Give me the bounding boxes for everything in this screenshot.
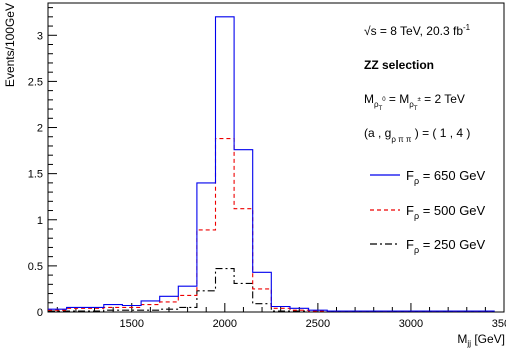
- coupling-close: ) = ( 1 , 4 ): [411, 126, 470, 140]
- x-axis-label-rest: [GeV]: [471, 332, 505, 346]
- energy-text: √s = 8 TeV, 20.3 fb: [364, 24, 463, 38]
- y-tick-label: 3: [37, 30, 43, 42]
- mass-m1: M: [364, 92, 374, 106]
- legend-650-main: F: [406, 168, 414, 183]
- mass-val: = 2 TeV: [421, 92, 465, 106]
- coupling-annotation: (a , gρ π π ) = ( 1 , 4 ): [364, 126, 470, 144]
- selection-annotation: ZZ selection: [364, 58, 434, 72]
- plot-frame: [47, 2, 505, 313]
- mass-annotation: MρT0 = MρT± = 2 TeV: [364, 92, 465, 112]
- mass-sup2: ±: [417, 97, 421, 103]
- x-tick-label: 3500: [492, 318, 506, 330]
- y-axis: 0 0.5 1 1.5 2 2.5 3: [28, 7, 57, 319]
- y-axis-label: Events/100GeV: [3, 3, 17, 87]
- legend-label-250: Fρ = 250 GeV: [406, 237, 486, 255]
- y-tick-label: 1: [37, 215, 43, 227]
- coupling-open: (a , g: [364, 126, 391, 140]
- x-tick-label: 2000: [213, 318, 237, 330]
- y-tick-label: 0: [37, 307, 43, 319]
- y-tick-label: 2.5: [28, 76, 43, 88]
- legend-label-500: Fρ = 500 GeV: [406, 203, 486, 221]
- series-solid-histogram: [48, 16, 495, 312]
- legend-250-rest: = 250 GeV: [419, 237, 485, 252]
- mass-subsub1: T: [379, 106, 383, 112]
- mass-sub1: ρ: [374, 100, 379, 109]
- legend: Fρ = 650 GeV Fρ = 500 GeV Fρ = 250 GeV: [370, 168, 486, 255]
- legend-650-sub: ρ: [414, 176, 419, 186]
- x-tick-label: 2500: [306, 318, 330, 330]
- legend-250-main: F: [406, 237, 414, 252]
- series-dashdot-histogram: [48, 268, 495, 313]
- energy-sup: -1: [463, 23, 471, 32]
- y-tick-label: 2: [37, 123, 43, 135]
- x-axis-label-main: M: [457, 332, 467, 346]
- energy-annotation: √s = 8 TeV, 20.3 fb-1: [364, 23, 471, 38]
- x-tick-label: 1500: [120, 318, 144, 330]
- mass-sup1: 0: [382, 97, 386, 103]
- legend-label-650: Fρ = 650 GeV: [406, 168, 486, 186]
- mass-eq: = M: [386, 92, 410, 106]
- x-tick-label: 3000: [399, 318, 423, 330]
- mass-subsub2: T: [414, 106, 418, 112]
- mass-sub2: ρ: [409, 100, 414, 109]
- legend-650-rest: = 650 GeV: [419, 168, 485, 183]
- x-axis-label-sub: jj: [466, 339, 471, 348]
- coupling-sub: ρ π π: [391, 135, 412, 144]
- legend-500-main: F: [406, 203, 414, 218]
- legend-500-rest: = 500 GeV: [419, 203, 485, 218]
- annotation-block: √s = 8 TeV, 20.3 fb-1 ZZ selection MρT0 …: [364, 23, 471, 144]
- x-axis-label: Mjj [GeV]: [457, 332, 505, 348]
- y-tick-label: 1.5: [28, 169, 43, 181]
- legend-500-sub: ρ: [414, 211, 419, 221]
- legend-250-sub: ρ: [414, 245, 419, 255]
- series-layer: [48, 16, 495, 313]
- y-tick-label: 0.5: [28, 261, 43, 273]
- x-axis: 1500 2000 2500 3000 3500: [56, 303, 506, 330]
